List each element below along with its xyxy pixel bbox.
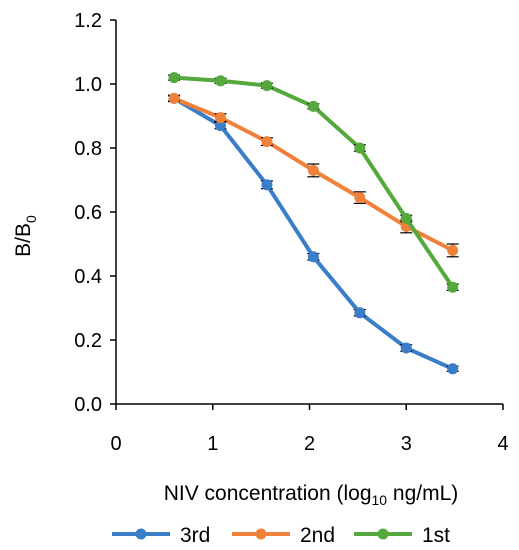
x-tick-labels: 0 1 2 3 4 bbox=[110, 433, 508, 455]
x-tick-label: 0 bbox=[110, 433, 121, 455]
data-point bbox=[261, 179, 273, 191]
chart-legend: 3rd 2nd 1st bbox=[112, 524, 450, 547]
legend-label: 2nd bbox=[300, 524, 335, 547]
data-point bbox=[354, 307, 366, 319]
y-tick-label: 0.6 bbox=[74, 202, 102, 224]
series-line-3rd bbox=[173, 96, 454, 371]
legend-marker bbox=[255, 528, 267, 540]
y-tick-label: 0.8 bbox=[74, 138, 102, 160]
data-point bbox=[354, 142, 366, 154]
series-1st bbox=[168, 72, 459, 293]
data-point bbox=[447, 281, 459, 293]
data-point bbox=[447, 363, 459, 375]
data-point bbox=[214, 75, 226, 87]
legend-item-2nd: 2nd bbox=[232, 524, 335, 547]
data-point bbox=[168, 92, 180, 104]
legend-label: 3rd bbox=[180, 524, 210, 547]
data-point bbox=[261, 136, 273, 148]
data-point bbox=[261, 80, 273, 92]
data-point bbox=[400, 342, 412, 354]
x-tick-label: 4 bbox=[497, 433, 508, 455]
data-point bbox=[307, 251, 319, 263]
data-point bbox=[168, 72, 180, 84]
data-point bbox=[400, 212, 412, 224]
data-point bbox=[214, 112, 226, 124]
legend-marker bbox=[377, 528, 389, 540]
x-tick-label: 1 bbox=[207, 433, 218, 455]
series-3rd bbox=[168, 92, 459, 375]
series-2nd bbox=[168, 92, 459, 258]
x-tick-label: 3 bbox=[401, 433, 412, 455]
plot-area bbox=[168, 72, 459, 375]
legend-marker bbox=[135, 528, 147, 540]
legend-label: 1st bbox=[422, 524, 450, 547]
legend-item-1st: 1st bbox=[354, 524, 450, 547]
chart-axes bbox=[110, 19, 504, 410]
y-tick-label: 1.0 bbox=[74, 74, 102, 96]
data-point bbox=[214, 120, 226, 132]
data-point bbox=[307, 164, 319, 176]
y-tick-label: 0.2 bbox=[74, 330, 102, 352]
x-axis-title: NIV concentration (log10 ng/mL) bbox=[164, 482, 459, 508]
x-tick-label: 2 bbox=[304, 433, 315, 455]
y-tick-label: 1.2 bbox=[74, 10, 102, 32]
y-axis-title: B/B0 bbox=[12, 215, 39, 257]
data-point bbox=[354, 192, 366, 204]
y-tick-label: 0.0 bbox=[74, 394, 102, 416]
y-tick-label: 0.4 bbox=[74, 266, 102, 288]
data-point bbox=[447, 244, 459, 256]
legend-item-3rd: 3rd bbox=[112, 524, 210, 547]
y-tick-labels: 0.0 0.2 0.4 0.6 0.8 1.0 1.2 bbox=[74, 10, 102, 416]
data-point bbox=[307, 100, 319, 112]
